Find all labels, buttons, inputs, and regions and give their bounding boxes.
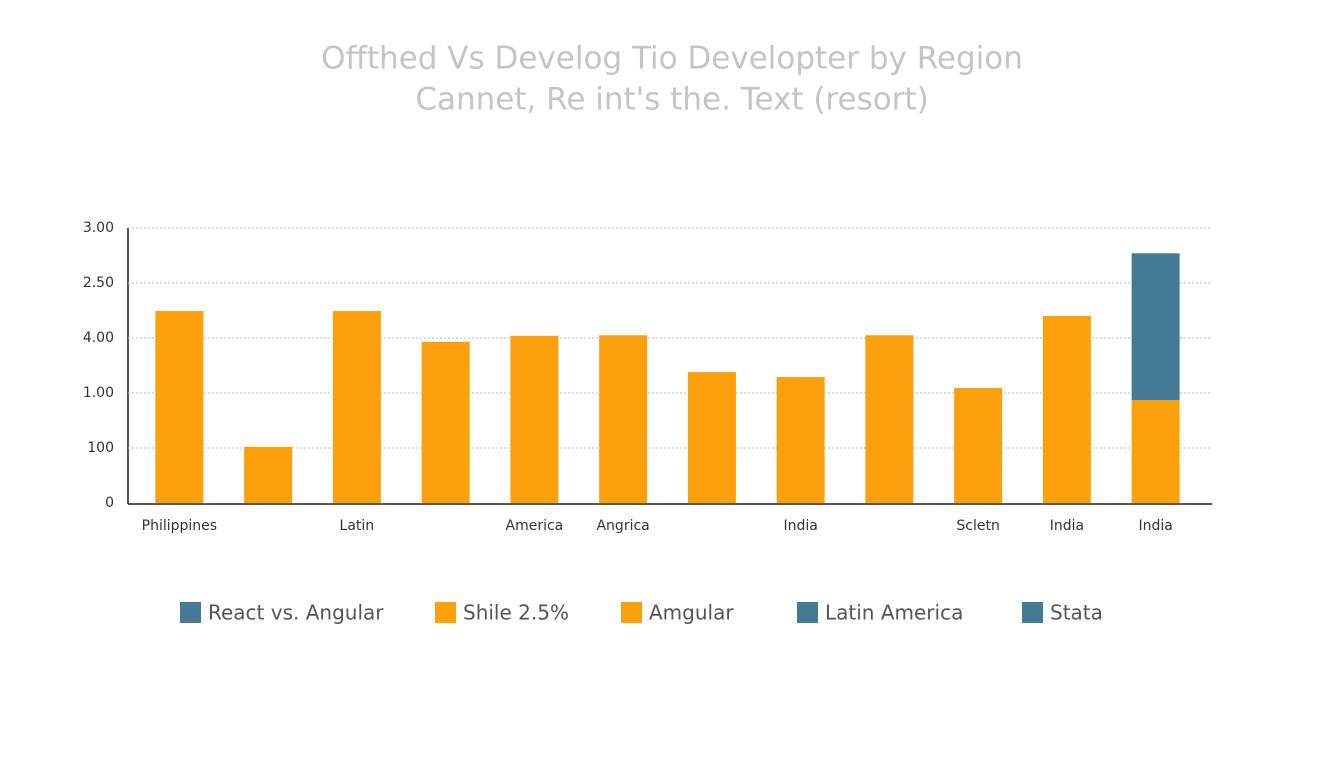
y-tick-label: 1.00 [83, 385, 114, 401]
x-tick-label: Latin [340, 518, 375, 534]
bar [1131, 253, 1180, 401]
x-tick-label: Angrica [596, 518, 649, 534]
bar [1131, 400, 1180, 503]
y-tick-label: 0 [105, 495, 114, 511]
bar [865, 335, 914, 503]
legend-swatch [1022, 602, 1043, 623]
bar [244, 446, 293, 503]
y-tick-label: 2.50 [83, 275, 114, 291]
bar [332, 311, 381, 503]
y-tick-label: 3.00 [83, 220, 114, 236]
legend-swatch [797, 602, 818, 623]
chart-title: Offthed Vs Develog Tio Developter by Reg… [321, 41, 1023, 77]
x-tick-label: India [1138, 518, 1172, 534]
legend-swatch [180, 602, 201, 623]
bar [1042, 316, 1091, 503]
x-tick-label: America [506, 518, 564, 534]
bar [421, 341, 470, 503]
y-tick-label: 100 [87, 440, 114, 456]
bar [687, 372, 736, 503]
y-tick-label: 4.00 [83, 330, 114, 346]
legend-label: Latin America [825, 601, 963, 625]
x-tick-label: India [1050, 518, 1084, 534]
legend-swatch [621, 602, 642, 623]
legend-label: Stata [1050, 601, 1103, 625]
legend-label: Shile 2.5% [463, 601, 569, 625]
bar [510, 335, 559, 503]
x-tick-label: Philippines [142, 518, 217, 534]
legend-label: Amgular [649, 601, 734, 625]
chart-subtitle: Cannet, Re int's the. Text (resort) [415, 82, 928, 118]
bar [599, 335, 648, 503]
bar [954, 388, 1003, 503]
legend-label: React vs. Angular [208, 601, 384, 625]
bar [155, 311, 204, 503]
x-tick-label: Scletn [956, 518, 999, 534]
bar [776, 377, 825, 503]
x-tick-label: India [783, 518, 817, 534]
legend-swatch [435, 602, 456, 623]
